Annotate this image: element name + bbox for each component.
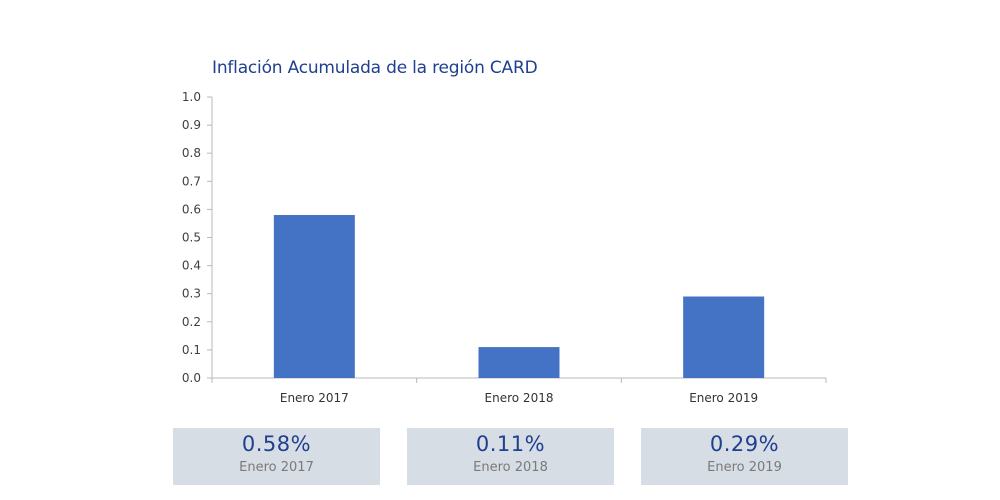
- bar-enero-2019: [683, 296, 765, 378]
- y-tick-label: 0.8: [182, 146, 201, 160]
- y-tick-label: 0.2: [182, 315, 201, 329]
- y-tick-label: 0.5: [182, 231, 201, 245]
- y-tick-label: 0.1: [182, 343, 201, 357]
- y-tick-label: 0.9: [182, 118, 201, 132]
- bar-chart: 0.0 0.1 0.2 0.3 0.4 0.5 0.6 0.7 0.8 0.9 1.0 Enero …: [182, 90, 827, 405]
- summary-label: Enero 2017: [239, 460, 314, 475]
- bars: [273, 215, 765, 378]
- summary-box-2019: 0.29% Enero 2019: [641, 428, 848, 485]
- y-tick-label: 0.6: [182, 202, 201, 216]
- summary-box-2018: 0.11% Enero 2018: [407, 428, 614, 485]
- y-tick-label: 0.7: [182, 174, 201, 188]
- summary-box-2017: 0.58% Enero 2017: [173, 428, 380, 485]
- y-tick-label: 0.4: [182, 259, 201, 273]
- summary-value: 0.29%: [709, 432, 780, 456]
- y-tick-label: 1.0: [182, 90, 201, 104]
- bar-enero-2017: [273, 215, 355, 378]
- x-category-label: Enero 2018: [485, 391, 554, 405]
- summary-value: 0.11%: [475, 432, 546, 456]
- chart-title: Inflación Acumulada de la región CARD: [212, 58, 538, 78]
- x-category-label: Enero 2019: [689, 391, 758, 405]
- x-axis: Enero 2017 Enero 2018 Enero 2019: [211, 377, 827, 405]
- y-tick-label: 0.3: [182, 287, 201, 301]
- bar-enero-2018: [478, 347, 560, 378]
- summary-label: Enero 2019: [707, 460, 782, 475]
- x-category-label: Enero 2017: [280, 391, 349, 405]
- summary-label: Enero 2018: [473, 460, 548, 475]
- y-tick-label: 0.0: [182, 371, 201, 385]
- summary-value: 0.58%: [241, 432, 312, 456]
- y-axis: 0.0 0.1 0.2 0.3 0.4 0.5 0.6 0.7 0.8 0.9 1.0: [182, 90, 213, 385]
